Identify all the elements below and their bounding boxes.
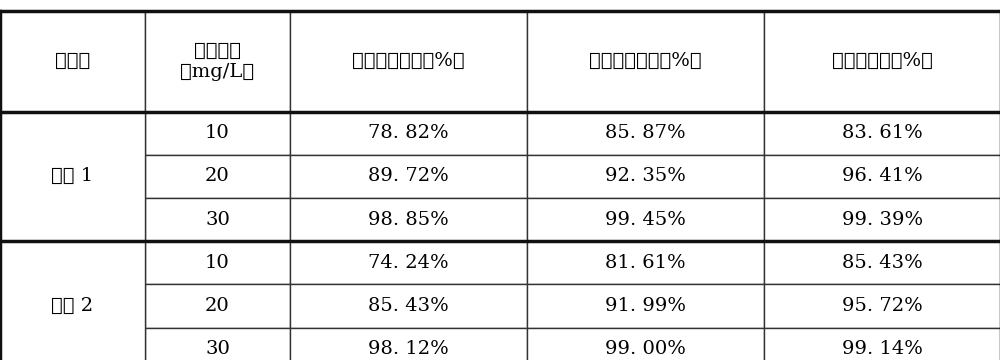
Text: 74. 24%: 74. 24% bbox=[368, 254, 449, 272]
Bar bbox=[527, 241, 764, 284]
Text: 30: 30 bbox=[205, 211, 230, 229]
Text: 配方 1: 配方 1 bbox=[51, 167, 94, 185]
Text: 10: 10 bbox=[205, 254, 230, 272]
Text: 85. 43%: 85. 43% bbox=[842, 254, 923, 272]
Text: 配方 2: 配方 2 bbox=[51, 297, 94, 315]
Bar bbox=[764, 241, 1000, 284]
Bar bbox=[145, 11, 290, 112]
Text: 99. 45%: 99. 45% bbox=[605, 211, 686, 229]
Bar bbox=[145, 155, 290, 198]
Text: 99. 14%: 99. 14% bbox=[842, 340, 923, 358]
Text: 30: 30 bbox=[205, 340, 230, 358]
Bar bbox=[527, 11, 764, 112]
Bar bbox=[527, 112, 764, 155]
Bar bbox=[145, 241, 290, 284]
Bar bbox=[764, 284, 1000, 328]
Bar bbox=[0, 241, 145, 360]
Text: 99. 39%: 99. 39% bbox=[842, 211, 923, 229]
Text: 锌盐阻垢率（%）: 锌盐阻垢率（%） bbox=[832, 52, 933, 70]
Text: 85. 43%: 85. 43% bbox=[368, 297, 449, 315]
Text: 磷酸钙阻垢率（%）: 磷酸钙阻垢率（%） bbox=[589, 52, 702, 70]
Bar bbox=[0, 11, 145, 112]
Text: 81. 61%: 81. 61% bbox=[605, 254, 686, 272]
Text: 92. 35%: 92. 35% bbox=[605, 167, 686, 185]
Bar bbox=[290, 11, 527, 112]
Bar bbox=[290, 241, 527, 284]
Bar bbox=[145, 284, 290, 328]
Bar bbox=[527, 328, 764, 360]
Bar bbox=[764, 155, 1000, 198]
Bar bbox=[290, 112, 527, 155]
Bar bbox=[290, 198, 527, 241]
Text: 78. 82%: 78. 82% bbox=[368, 124, 449, 142]
Bar bbox=[764, 198, 1000, 241]
Text: 98. 12%: 98. 12% bbox=[368, 340, 449, 358]
Bar bbox=[764, 328, 1000, 360]
Text: 20: 20 bbox=[205, 297, 230, 315]
Text: 95. 72%: 95. 72% bbox=[842, 297, 923, 315]
Bar bbox=[764, 11, 1000, 112]
Text: 96. 41%: 96. 41% bbox=[842, 167, 923, 185]
Bar bbox=[527, 198, 764, 241]
Bar bbox=[290, 155, 527, 198]
Bar bbox=[290, 284, 527, 328]
Text: 98. 85%: 98. 85% bbox=[368, 211, 449, 229]
Bar bbox=[145, 112, 290, 155]
Text: 99. 00%: 99. 00% bbox=[605, 340, 686, 358]
Text: 85. 87%: 85. 87% bbox=[605, 124, 686, 142]
Text: 89. 72%: 89. 72% bbox=[368, 167, 449, 185]
Text: 复合剂: 复合剂 bbox=[55, 52, 90, 70]
Bar bbox=[145, 198, 290, 241]
Bar bbox=[527, 284, 764, 328]
Bar bbox=[290, 328, 527, 360]
Text: 投加浓度
（mg/L）: 投加浓度 （mg/L） bbox=[180, 42, 255, 81]
Text: 碳酸钙阻垢率（%）: 碳酸钙阻垢率（%） bbox=[352, 52, 465, 70]
Bar bbox=[0, 112, 145, 241]
Text: 83. 61%: 83. 61% bbox=[842, 124, 923, 142]
Text: 91. 99%: 91. 99% bbox=[605, 297, 686, 315]
Bar bbox=[145, 328, 290, 360]
Bar bbox=[764, 112, 1000, 155]
Text: 10: 10 bbox=[205, 124, 230, 142]
Text: 20: 20 bbox=[205, 167, 230, 185]
Bar bbox=[527, 155, 764, 198]
